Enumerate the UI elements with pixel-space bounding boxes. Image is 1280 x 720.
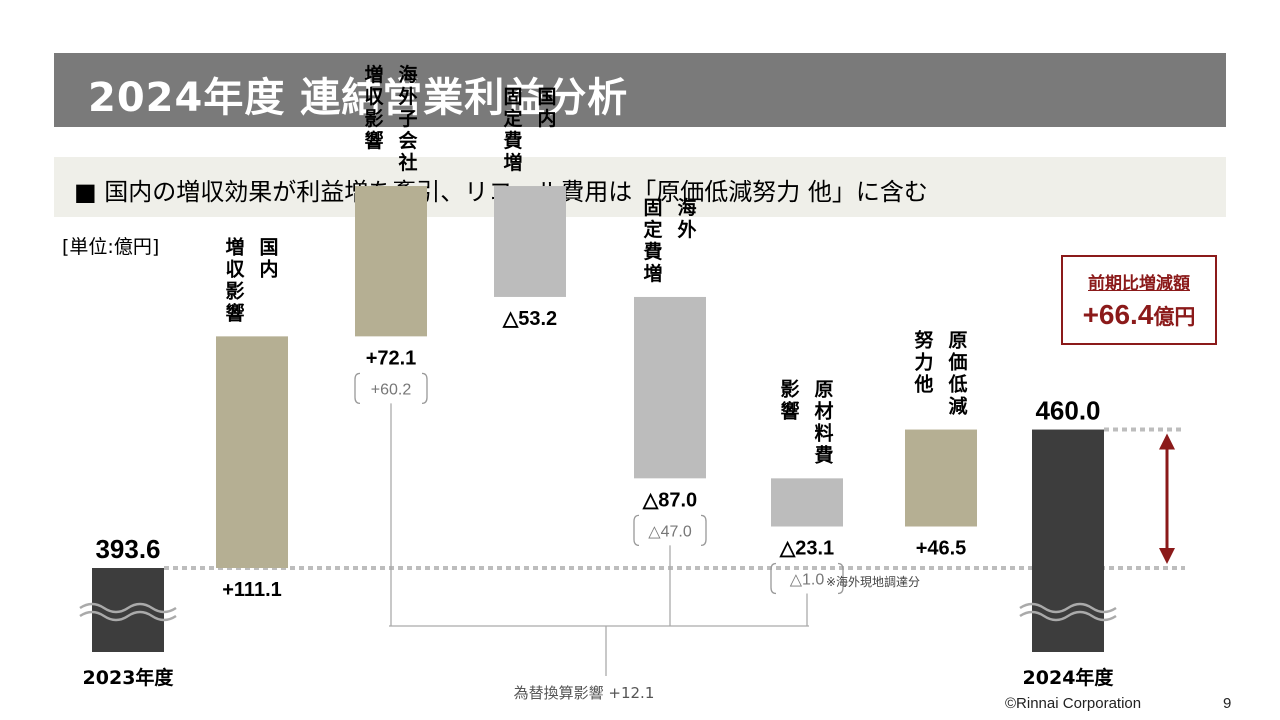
step-3-name-char: 費 <box>643 240 662 263</box>
bracket-left-step-4 <box>770 562 777 595</box>
fx-translation-label: 為替換算影響 +12.1 <box>514 684 655 702</box>
callout-title: 前期比増減額 <box>1088 274 1190 294</box>
axis-break-2023-0 <box>79 602 177 614</box>
change-arrow-head-down <box>1159 548 1175 564</box>
step-0-name-char: 増 <box>225 235 244 258</box>
step-4-name-char: 響 <box>780 399 799 422</box>
step-1-name-char: 海 <box>398 63 417 86</box>
step-3-name-char: 固 <box>643 197 662 219</box>
step-3-name-char: 外 <box>677 218 696 241</box>
value-label-step-5: +46.5 <box>916 538 967 560</box>
step-2-name-char: 内 <box>537 107 556 130</box>
axis-break-2024-1 <box>1019 610 1117 622</box>
step-4-name-char: 料 <box>814 421 833 444</box>
callout-value: +66.4億円 <box>1063 299 1215 331</box>
value-label-step-2: △53.2 <box>502 308 557 330</box>
step-5-name-char: 原 <box>948 330 967 352</box>
step-0-name-char: 内 <box>259 257 278 280</box>
bracket-right-step-1 <box>421 372 428 405</box>
copyright: ©Rinnai Corporation <box>1005 695 1142 712</box>
value-label-2024: 460.0 <box>1035 396 1100 426</box>
step-2-name-char: 固 <box>503 86 522 108</box>
page-number: 9 <box>1223 695 1232 712</box>
bar-step-3 <box>634 296 706 479</box>
bar-step-2 <box>494 186 566 297</box>
bracket-left-step-3 <box>633 514 640 546</box>
axis-break-2023-1 <box>79 610 177 622</box>
step-5-name-char: 低 <box>947 373 967 396</box>
callout-number: +66.4 <box>1082 299 1154 330</box>
step-4-name-char: 原 <box>814 378 833 400</box>
value-label-step-0: +111.1 <box>222 579 282 601</box>
change-callout: 前期比増減額 +66.4億円 <box>1061 255 1217 345</box>
step-2-name-char: 定 <box>503 107 522 130</box>
bracket-left-step-1 <box>354 372 361 405</box>
page-title: 2024年度 連結営業利益分析 <box>88 75 629 121</box>
axis-break-2024-0 <box>1019 602 1117 614</box>
bracket-right-step-4 <box>837 562 844 595</box>
step-2-name-char: 国 <box>537 86 556 108</box>
step-0-name-char: 響 <box>225 301 244 324</box>
step-0-name-char: 国 <box>259 236 278 258</box>
sub-label-step-1: +60.2 <box>371 381 412 398</box>
title-bar: 2024年度 連結営業利益分析 <box>54 53 1226 127</box>
step-4-name-char: 材 <box>814 399 833 422</box>
value-label-step-1: +72.1 <box>366 347 417 369</box>
step-4-name-char: 費 <box>814 443 833 466</box>
unit-label: [単位:億円] <box>62 236 160 258</box>
bracket-right-step-3 <box>700 514 707 546</box>
step-3-name-char: 定 <box>643 218 662 241</box>
category-label-2023: 2023年度 <box>83 666 175 689</box>
bar-step-5 <box>905 429 977 527</box>
step-1-name-char: 社 <box>397 151 417 174</box>
value-label-step-4: △23.1 <box>779 538 834 560</box>
step-0-name-char: 影 <box>225 280 244 302</box>
category-label-2024: 2024年度 <box>1023 666 1115 689</box>
step-3-name-char: 増 <box>643 262 662 285</box>
step-0-name-char: 収 <box>225 258 245 280</box>
step-1-name-char: 子 <box>398 108 417 130</box>
change-arrow-head-up <box>1159 433 1175 450</box>
step-2-name-char: 費 <box>503 129 522 152</box>
value-label-2023: 393.6 <box>95 534 160 564</box>
bar-2024 <box>1032 429 1104 652</box>
step-1-name-char: 響 <box>364 129 383 152</box>
step-4-name-char: 影 <box>780 378 799 400</box>
step-5-name-char: 努 <box>914 329 933 352</box>
footnote-local-procurement: ※海外現地調達分 <box>826 574 920 589</box>
bar-2023 <box>92 568 164 652</box>
sub-label-step-4: △1.0 <box>790 572 825 589</box>
step-2-name-char: 増 <box>503 151 522 174</box>
step-1-name-char: 増 <box>364 63 383 86</box>
sub-label-step-3: △47.0 <box>648 523 692 540</box>
step-1-name-char: 収 <box>364 86 384 108</box>
value-label-step-3: △87.0 <box>642 489 697 511</box>
step-5-name-char: 他 <box>913 373 933 396</box>
subtitle-bar: ■ 国内の増収効果が利益増を牽引、リコール費用は「原価低減努力 他」に含む <box>54 157 1226 217</box>
step-5-name-char: 減 <box>948 395 967 418</box>
step-3-name-char: 海 <box>677 196 696 219</box>
step-1-name-char: 外 <box>398 85 417 108</box>
callout-unit: 億円 <box>1153 305 1196 329</box>
step-5-name-char: 力 <box>914 351 933 374</box>
step-1-name-char: 会 <box>398 129 417 152</box>
step-5-name-char: 価 <box>947 352 967 374</box>
bar-step-1 <box>355 186 427 337</box>
bar-step-4 <box>771 478 843 527</box>
step-1-name-char: 影 <box>364 108 383 130</box>
bar-step-0 <box>216 336 288 568</box>
